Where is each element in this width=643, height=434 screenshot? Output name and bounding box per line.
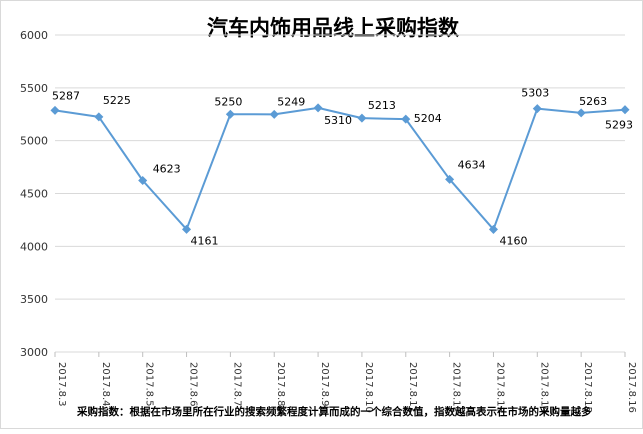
y-tick-label: 5500 (20, 82, 48, 95)
x-tick-label: 2017.8.14 (538, 362, 549, 413)
y-tick-label: 4500 (20, 188, 48, 201)
x-tick-label: 2017.8.8 (275, 362, 286, 407)
chart-footnote: 采购指数：根据在市场里所在行业的搜索频繁程度计算而成的一个综合数值，指数越高表示… (76, 405, 592, 418)
y-tick-label: 4000 (20, 240, 48, 253)
x-axis-ticks: 2017.8.3 2017.8.4 2017.8.5 2017.8.6 2017.8.7… (54, 352, 637, 413)
data-label: 5310 (324, 114, 352, 127)
chart-title: 汽车内饰用品线上采购指数 (207, 15, 460, 40)
x-tick-label: 2017.8.15 (582, 362, 593, 413)
series-line-group (50, 103, 630, 234)
data-label: 5250 (214, 95, 242, 108)
gridlines (55, 34, 625, 353)
x-tick-label: 2017.8.13 (494, 362, 505, 413)
x-tick-label: 2017.8.6 (188, 362, 199, 407)
data-label: 5303 (521, 87, 549, 100)
data-labels: 5287 5225 4623 4161 5250 5249 5310 5213 5204 4634… (52, 87, 633, 248)
data-point (357, 113, 367, 123)
data-label: 5213 (368, 99, 396, 112)
data-label: 4623 (153, 163, 181, 176)
data-label: 5287 (52, 89, 80, 102)
x-tick-label: 2017.8.16 (626, 362, 637, 413)
data-label: 5293 (605, 119, 633, 132)
x-tick-label: 2017.8.12 (451, 362, 462, 413)
data-label: 5204 (414, 112, 442, 125)
data-label: 4634 (458, 158, 486, 171)
data-point (225, 109, 235, 119)
data-label: 5249 (277, 95, 305, 108)
x-tick-label: 2017.8.9 (319, 362, 330, 407)
y-tick-label: 5000 (20, 135, 48, 148)
x-tick-label: 2017.8.11 (407, 362, 418, 413)
data-point (50, 105, 60, 115)
data-label: 4161 (191, 234, 219, 247)
x-tick-label: 2017.8.5 (144, 362, 155, 407)
data-label: 4160 (499, 234, 527, 247)
y-tick-label: 3000 (20, 346, 48, 359)
x-tick-label: 2017.8.4 (100, 362, 111, 407)
y-tick-label: 3500 (20, 293, 48, 306)
x-tick-label: 2017.8.7 (231, 362, 242, 407)
data-label: 5225 (103, 94, 131, 107)
y-axis-ticks: 3000 3500 4000 4500 5000 5500 6000 (20, 29, 48, 359)
y-tick-label: 6000 (20, 29, 48, 42)
data-point (401, 114, 411, 124)
data-label: 5263 (579, 95, 607, 108)
series-line (54, 106, 626, 231)
data-point (269, 109, 279, 119)
data-point (94, 112, 104, 122)
x-tick-label: 2017.8.10 (363, 362, 374, 413)
x-tick-label: 2017.8.3 (56, 362, 67, 407)
